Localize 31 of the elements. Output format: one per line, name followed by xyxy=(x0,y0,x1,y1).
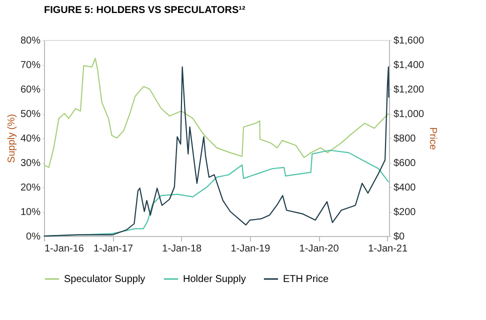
y2-tick-label: $1,000 xyxy=(394,109,425,120)
y2-tick-label: $400 xyxy=(394,182,416,194)
y2-tick-label: $800 xyxy=(394,134,416,144)
y-tick-label: 10% xyxy=(20,207,41,218)
y2-axis-title: Price xyxy=(427,127,438,150)
y-tick-label: 40% xyxy=(20,134,41,144)
y-tick-label: 0% xyxy=(26,232,41,242)
y2-tick-label: $1,200 xyxy=(394,84,425,96)
x-tick-label: 1-Jan-16 xyxy=(44,244,84,254)
x-tick-label: 1-Jan-21 xyxy=(368,244,408,254)
y-tick-label: 30% xyxy=(20,158,41,169)
y2-tick-label: $0 xyxy=(394,232,406,242)
line-series xyxy=(43,58,390,168)
x-tick-label: 1-Jan-18 xyxy=(162,244,202,254)
y2-tick-label: $600 xyxy=(394,158,416,169)
legend-label: Holder Supply xyxy=(183,274,246,285)
legend-label: Speculator Supply xyxy=(64,274,146,285)
y2-tick-label: $1,600 xyxy=(394,36,425,46)
y2-tick-label: $1,400 xyxy=(394,60,425,71)
y-tick-label: 20% xyxy=(20,182,41,194)
y-tick-label: 80% xyxy=(20,36,41,46)
x-tick-label: 1-Jan-20 xyxy=(299,244,340,254)
y-tick-label: 60% xyxy=(20,84,41,96)
y-tick-label: 70% xyxy=(20,60,41,71)
x-tick-label: 1-Jan-17 xyxy=(94,244,134,254)
y-axis-title: Supply (%) xyxy=(6,114,18,163)
chart-title: FIGURE 5: HOLDERS VS SPECULATORS¹² xyxy=(44,5,246,16)
x-tick-label: 1-Jan-19 xyxy=(230,244,271,254)
y-tick-label: 50% xyxy=(20,109,41,120)
legend-label: ETH Price xyxy=(283,274,329,285)
y2-tick-label: $200 xyxy=(394,207,416,218)
